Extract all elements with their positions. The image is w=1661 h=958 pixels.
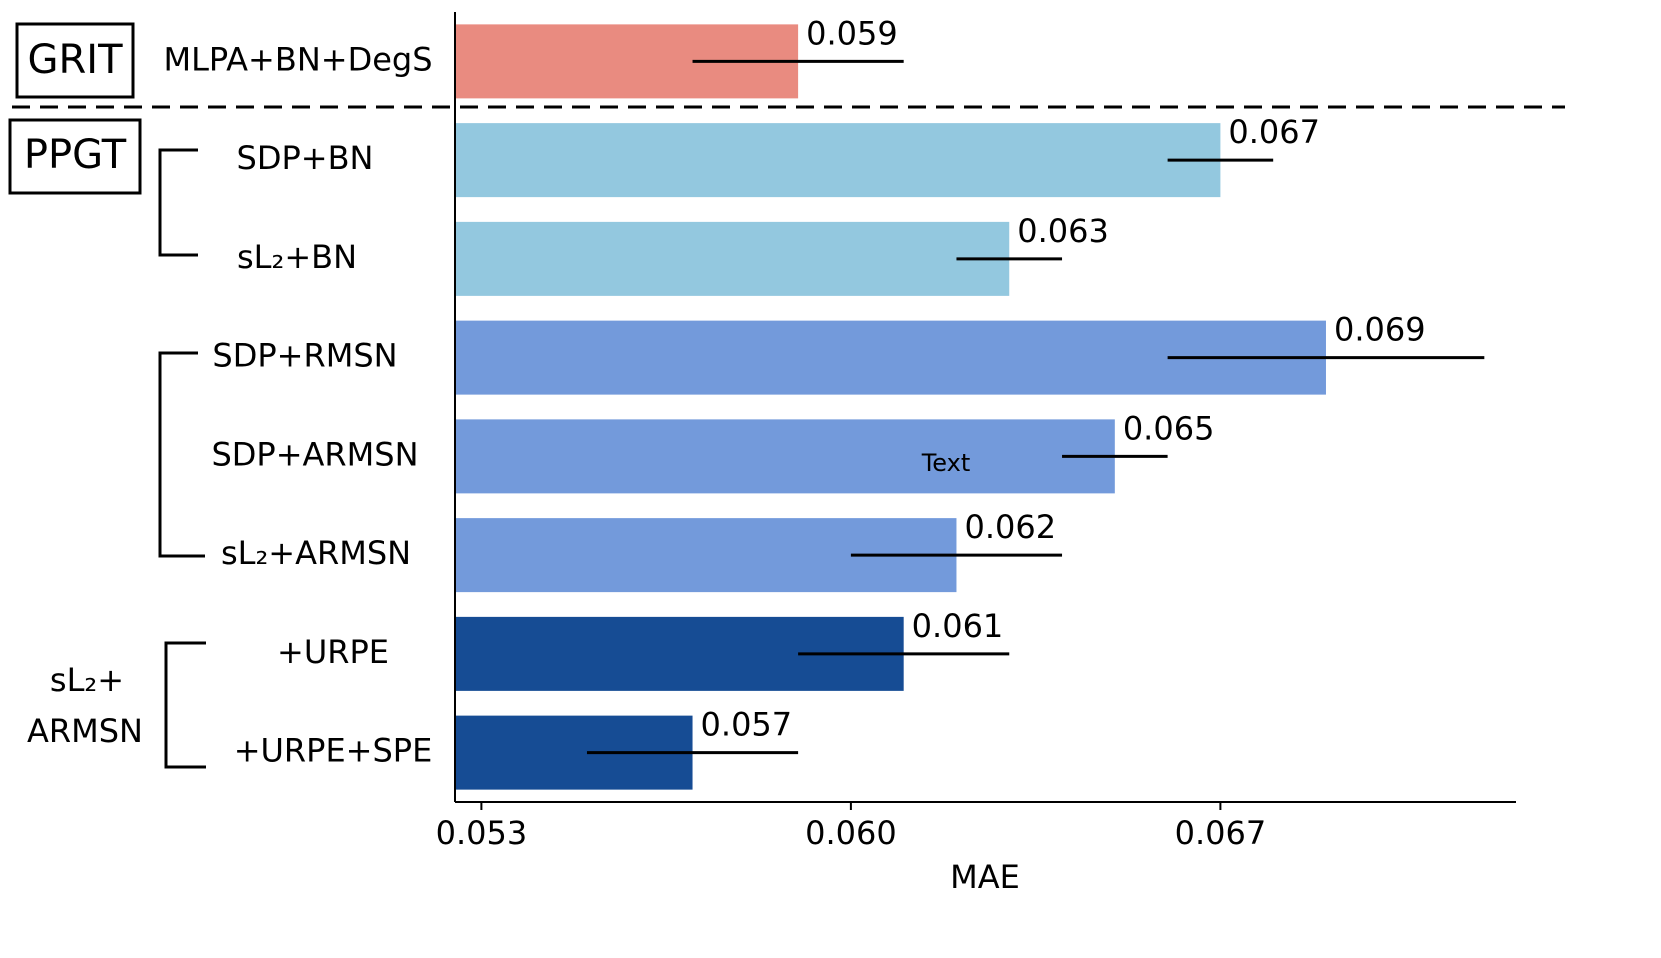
y-tick-label: MLPA+BN+DegS [163, 40, 432, 78]
group-box [15, 22, 135, 99]
value-label: 0.063 [1017, 212, 1109, 250]
y-tick-label: SDP+ARMSN [211, 435, 418, 473]
x-tick-label: 0.067 [1175, 814, 1267, 852]
y-tick-label: +URPE+SPE [234, 732, 433, 770]
bar [455, 123, 1221, 198]
annotation: Text [921, 449, 971, 477]
group-label: ARMSN [27, 712, 143, 750]
value-label: 0.061 [912, 607, 1004, 645]
value-label: 0.057 [701, 706, 793, 744]
value-label: 0.062 [964, 508, 1056, 546]
y-tick-label: sL₂+ARMSN [221, 534, 411, 572]
group-box [8, 118, 142, 195]
bar [455, 221, 1010, 296]
group-label: sL₂+ [50, 661, 124, 699]
x-tick-label: 0.060 [805, 814, 897, 852]
group-label: PPGT [24, 132, 127, 178]
x-tick-label: 0.053 [436, 814, 528, 852]
value-label: 0.067 [1228, 113, 1320, 151]
value-label: 0.065 [1123, 409, 1215, 447]
value-label: 0.059 [806, 14, 898, 52]
y-tick-label: sL₂+BN [237, 238, 357, 276]
bar [455, 419, 1115, 494]
bracket [158, 351, 205, 558]
bracket [158, 148, 198, 257]
y-tick-label: SDP+RMSN [212, 337, 397, 375]
value-label: 0.069 [1334, 311, 1426, 349]
x-axis-title: MAE [950, 858, 1020, 896]
group-label: GRIT [27, 37, 123, 83]
bracket [164, 641, 206, 769]
y-tick-label: SDP+BN [237, 139, 374, 177]
y-tick-label: +URPE [277, 633, 389, 671]
